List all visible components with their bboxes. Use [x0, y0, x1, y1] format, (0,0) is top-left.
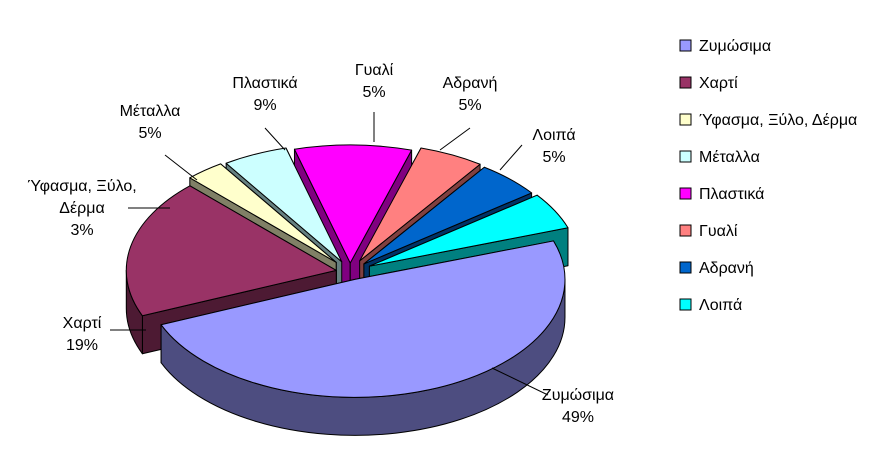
legend-label-γυαλί: Γυαλί [699, 223, 738, 240]
slice-tops [125, 144, 569, 398]
leader-line-μέταλλα [164, 154, 198, 181]
legend-label-λοιπά: Λοιπά [699, 297, 742, 314]
leader-line-λοιπά [499, 144, 523, 171]
legend-item-μέταλλα: Μέταλλα [679, 149, 760, 166]
data-label-μέταλλα: Μέταλλα 5% [120, 103, 181, 142]
pie-slice-ζυμώσιμα [160, 240, 566, 398]
pie-slice-αδρανή [363, 166, 533, 265]
leader-line-αδρανή [439, 127, 471, 151]
legend-item-γυαλί: Γυαλί [679, 223, 738, 240]
legend-label-χαρτί: Χαρτί [699, 75, 738, 92]
legend-label-πλαστικά: Πλαστικά [699, 186, 764, 203]
data-label-αδρανή: Αδρανή 5% [443, 75, 498, 114]
data-label-χαρτί: Χαρτί 19% [63, 315, 102, 354]
leader-line-πλαστικά [264, 127, 286, 151]
legend-item-ύφασμα-ξύλο-δέρμα: Ύφασμα, Ξύλο, Δέρμα [679, 112, 857, 129]
data-label-ζυμώσιμα: Ζυμώσιμα 49% [542, 387, 614, 426]
legend: Ζυμώσιμα Χαρτί Ύφασμα, Ξύλο, Δέρμα Μέταλλα Π… [679, 38, 857, 314]
pie-slice-μέταλλα [225, 147, 343, 263]
data-label-γυαλί: Γυαλί 5% [355, 62, 394, 101]
pie-slice-λοιπά [368, 194, 569, 267]
legend-label-αδρανή: Αδρανή [699, 260, 754, 277]
legend-swatch-ζυμώσιμα [679, 39, 692, 52]
legend-swatch-πλαστικά [679, 187, 692, 200]
legend-swatch-γυαλί [679, 224, 692, 237]
legend-item-αδρανή: Αδρανή [679, 260, 754, 277]
legend-label-ζυμώσιμα: Ζυμώσιμα [699, 38, 771, 55]
leader-lines [110, 112, 549, 396]
data-labels: Ζυμώσιμα 49% Χαρτί 19% Ύφασμα, Ξύλο, Δέρμα 3% Μ… [27, 62, 614, 426]
legend-swatch-μέταλλα [679, 150, 692, 163]
legend-item-πλαστικά: Πλαστικά [679, 186, 764, 203]
data-label-πλαστικά: Πλαστικά 9% [232, 75, 297, 114]
pie-slice-χαρτί [125, 185, 337, 317]
pie-slice-ύφασμα-ξύλο-δέρμα [189, 163, 337, 263]
data-label-ύφασμα-ξύλο-δέρμα: Ύφασμα, Ξύλο, Δέρμα 3% [27, 178, 136, 239]
pie-slice-πλαστικά [293, 144, 413, 264]
legend-swatch-ύφασμα-ξύλο-δέρμα [679, 113, 692, 126]
legend-label-μέταλλα: Μέταλλα [699, 149, 760, 166]
legend-swatch-αδρανή [679, 261, 692, 274]
legend-item-χαρτί: Χαρτί [679, 75, 738, 92]
legend-swatch-χαρτί [679, 76, 692, 89]
data-label-λοιπά: Λοιπά 5% [532, 127, 575, 166]
legend-label-ύφασμα-ξύλο-δέρμα: Ύφασμα, Ξύλο, Δέρμα [699, 112, 857, 129]
legend-item-λοιπά: Λοιπά [679, 297, 742, 314]
pie-slice-γυαλί [359, 147, 481, 262]
leader-line-ζυμώσιμα [491, 367, 549, 396]
legend-swatch-λοιπά [679, 298, 692, 311]
legend-item-ζυμώσιμα: Ζυμώσιμα [679, 38, 771, 55]
